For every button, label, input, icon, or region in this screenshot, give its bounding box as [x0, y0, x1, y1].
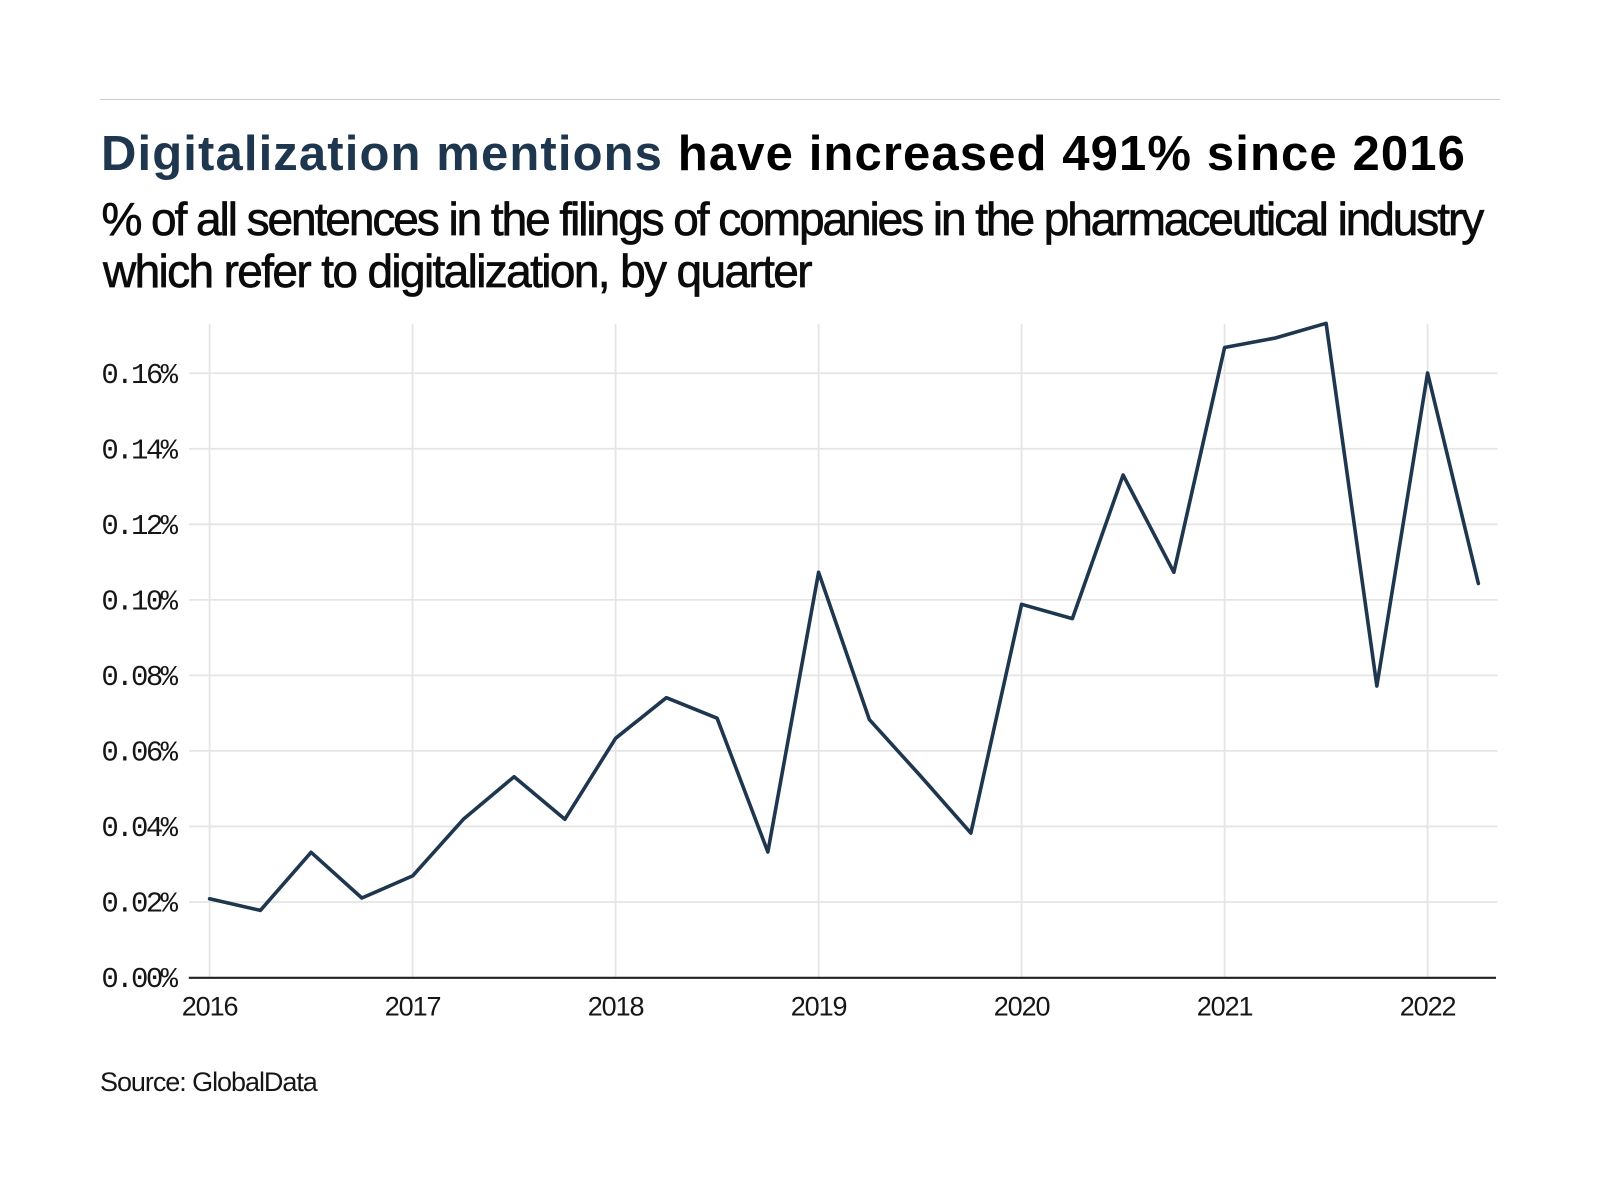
- svg-text:0.10%: 0.10%: [101, 585, 178, 618]
- svg-text:2018: 2018: [588, 991, 644, 1021]
- svg-text:0.12%: 0.12%: [101, 510, 178, 543]
- svg-text:2019: 2019: [791, 991, 847, 1021]
- svg-text:0.00%: 0.00%: [101, 963, 178, 996]
- svg-text:0.16%: 0.16%: [101, 359, 178, 392]
- svg-text:2017: 2017: [385, 991, 441, 1021]
- svg-text:2020: 2020: [994, 991, 1050, 1021]
- svg-text:2016: 2016: [182, 991, 238, 1021]
- svg-text:0.14%: 0.14%: [101, 434, 178, 467]
- svg-text:2022: 2022: [1400, 991, 1456, 1021]
- svg-text:0.02%: 0.02%: [101, 888, 178, 921]
- svg-text:0.08%: 0.08%: [101, 661, 178, 694]
- svg-text:0.06%: 0.06%: [101, 737, 178, 770]
- svg-text:0.04%: 0.04%: [101, 812, 178, 845]
- svg-text:2021: 2021: [1197, 991, 1253, 1021]
